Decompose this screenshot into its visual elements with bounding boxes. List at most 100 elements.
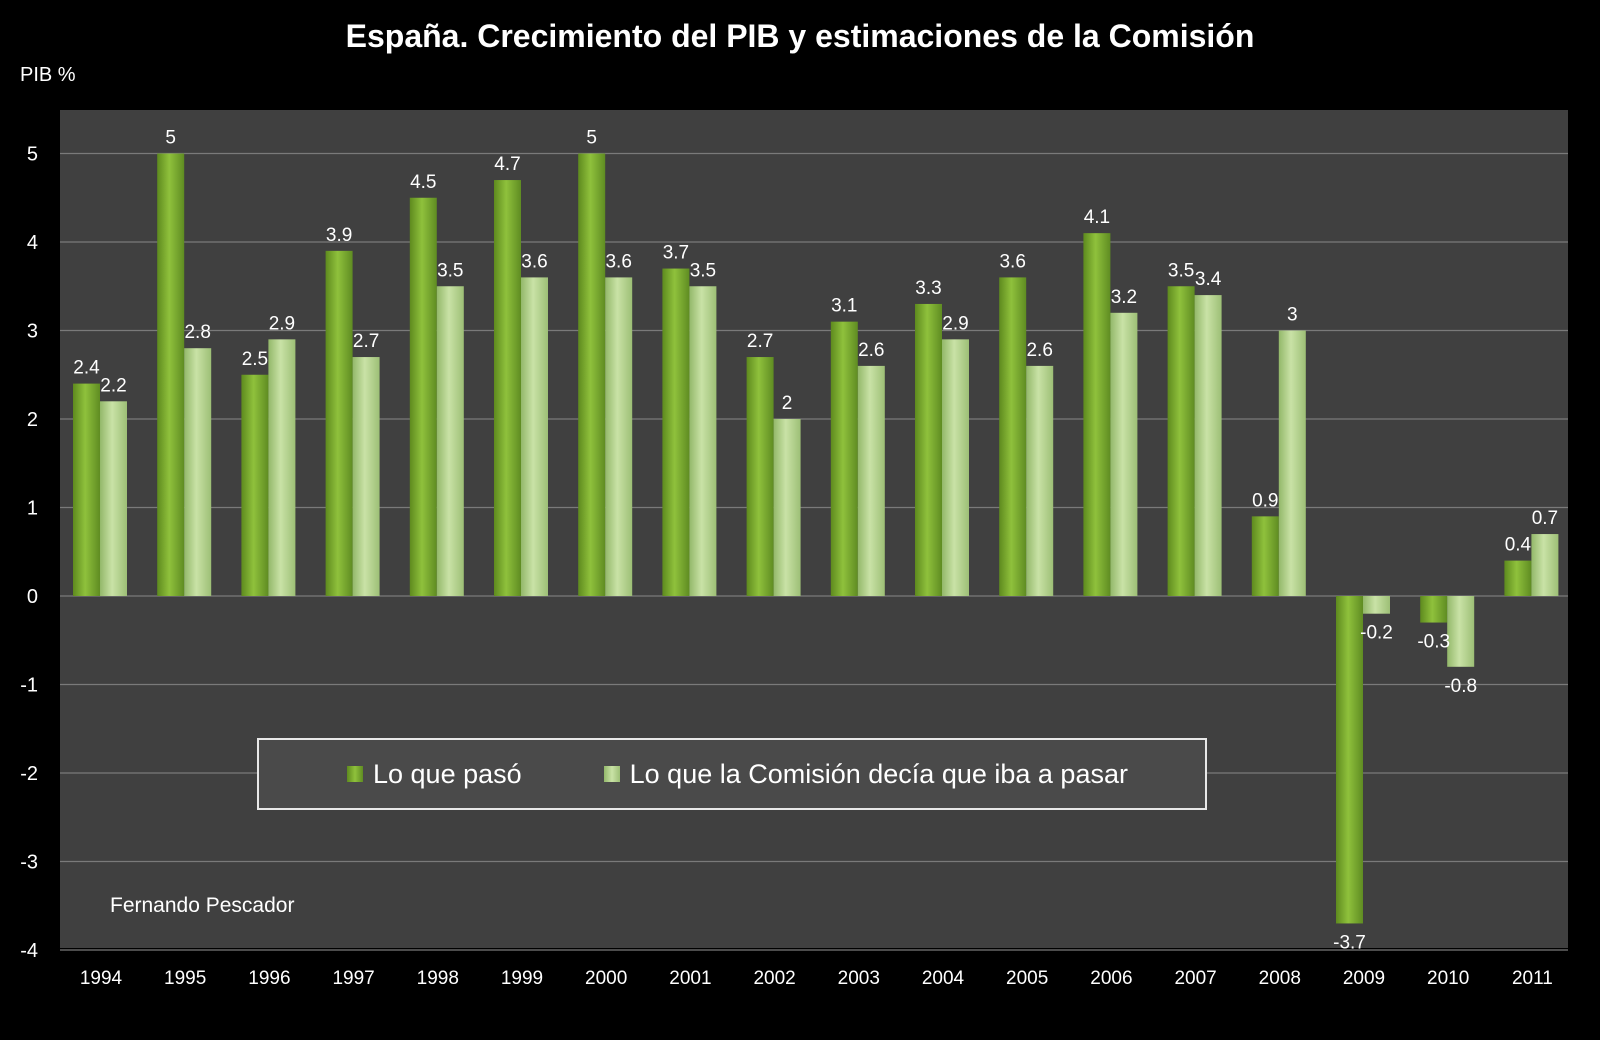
bar-estimate — [942, 339, 969, 596]
bar-estimate — [100, 401, 127, 596]
bar-actual — [409, 197, 437, 596]
bar-actual — [746, 357, 774, 596]
data-label-actual: 4.7 — [494, 154, 520, 175]
data-label-actual: 3.6 — [999, 251, 1025, 272]
data-label-actual: 3.3 — [915, 278, 941, 299]
data-label-estimate: 3.5 — [690, 260, 716, 281]
legend-swatch-estimate — [603, 766, 620, 782]
bar-actual — [830, 321, 858, 596]
x-tick-label: 2009 — [1343, 968, 1385, 989]
x-tick-label: 1996 — [248, 968, 290, 989]
bar-estimate — [268, 339, 296, 596]
data-label-actual: -0.3 — [1417, 632, 1450, 653]
bar-actual — [1167, 286, 1195, 596]
data-label-actual: 5 — [165, 128, 176, 149]
x-tick-label: 2008 — [1259, 968, 1301, 989]
data-label-actual: 2.5 — [242, 349, 268, 370]
data-label-actual: 3.1 — [831, 296, 857, 317]
y-axis-ticks: 5 4 3 2 1 0 -1 -2 -3 -4 — [20, 144, 38, 963]
data-label-estimate: 2.9 — [942, 313, 968, 334]
bar-actual — [662, 268, 690, 596]
bar-actual — [1251, 516, 1279, 596]
data-labels: 2.42.252.82.52.93.92.74.53.54.73.653.6 3.… — [73, 128, 1558, 954]
y-tick-label: -3 — [20, 852, 38, 874]
x-axis-ticks: 1994 1995 1996 1997 1998 1999 2000 2001 2002 2003… — [80, 968, 1553, 989]
bar-actual — [1083, 233, 1111, 596]
y-tick-label: 1 — [27, 498, 38, 520]
bar-estimate — [605, 277, 633, 596]
y-tick-label: 4 — [27, 232, 38, 254]
bar-actual — [1420, 596, 1448, 623]
data-label-estimate: 3.6 — [605, 251, 631, 272]
bar-actual — [1336, 596, 1363, 924]
chart-title: España. Crecimiento del PIB y estimacion… — [345, 18, 1255, 54]
x-tick-label: 2005 — [1006, 968, 1048, 989]
y-tick-label: -1 — [20, 675, 38, 697]
y-tick-label: 2 — [27, 409, 38, 431]
x-tick-label: 2003 — [838, 968, 880, 989]
x-tick-label: 1997 — [332, 968, 374, 989]
bar-estimate — [1363, 596, 1390, 614]
data-label-estimate: 2.9 — [269, 313, 295, 334]
bar-estimate — [773, 419, 801, 596]
bar-actual — [73, 383, 100, 596]
bars — [73, 153, 1559, 924]
data-label-actual: 2.4 — [73, 358, 100, 379]
legend: Lo que pasó Lo que la Comisión decía que… — [257, 738, 1207, 810]
x-tick-label: 2004 — [922, 968, 965, 989]
legend-label-estimate: Lo que la Comisión decía que iba a pasar — [629, 758, 1128, 789]
data-label-estimate: 2.7 — [353, 331, 379, 352]
bar-estimate — [352, 357, 380, 596]
bar-actual — [157, 153, 185, 596]
bar-actual — [494, 180, 521, 597]
bar-estimate — [1026, 365, 1054, 596]
author-credit: Fernando Pescador — [110, 894, 295, 917]
data-label-actual: -3.7 — [1333, 932, 1366, 953]
data-label-estimate: -0.8 — [1444, 676, 1477, 697]
data-label-actual: 3.5 — [1168, 260, 1194, 281]
data-label-actual: 4.5 — [410, 172, 436, 193]
x-tick-label: 2002 — [753, 968, 795, 989]
gridlines — [60, 152, 1568, 951]
data-label-actual: 4.1 — [1084, 207, 1110, 228]
y-tick-label: 5 — [27, 144, 38, 166]
legend-item-estimate: Lo que la Comisión decía que iba a pasar — [603, 758, 1128, 790]
bar-estimate — [1447, 596, 1475, 667]
legend-label-actual: Lo que pasó — [373, 758, 522, 789]
x-tick-label: 2010 — [1427, 968, 1469, 989]
x-tick-label: 2001 — [669, 968, 711, 989]
data-label-actual: 0.4 — [1505, 535, 1532, 556]
x-tick-label: 1994 — [80, 968, 123, 989]
y-tick-label: 3 — [27, 321, 38, 343]
data-label-estimate: 2.8 — [184, 322, 210, 343]
bar-estimate — [857, 365, 885, 596]
y-tick-label: 0 — [27, 586, 38, 608]
data-label-actual: 0.9 — [1252, 490, 1278, 511]
x-tick-label: 2007 — [1174, 968, 1216, 989]
data-label-estimate: 0.7 — [1532, 508, 1558, 529]
data-label-estimate: 3.2 — [1111, 287, 1137, 308]
bar-estimate — [184, 348, 212, 596]
x-tick-label: 1999 — [501, 968, 543, 989]
data-label-estimate: 3.4 — [1195, 269, 1222, 290]
legend-swatch-actual — [347, 766, 363, 782]
x-tick-label: 1998 — [417, 968, 459, 989]
bar-estimate — [689, 286, 717, 596]
bar-actual — [999, 277, 1027, 596]
bar-estimate — [521, 277, 548, 596]
data-label-actual: 3.9 — [326, 225, 352, 246]
data-label-estimate: 2.2 — [100, 375, 126, 396]
data-label-actual: 2.7 — [747, 331, 773, 352]
data-label-estimate: 2.6 — [858, 340, 884, 361]
y-tick-label: -4 — [20, 940, 38, 962]
x-tick-label: 2006 — [1090, 968, 1132, 989]
bar-estimate — [436, 286, 464, 596]
data-label-estimate: 2.6 — [1026, 340, 1052, 361]
data-label-actual: 3.7 — [663, 243, 689, 264]
data-label-estimate: -0.2 — [1360, 623, 1393, 644]
bar-actual — [578, 153, 606, 596]
x-tick-label: 1995 — [164, 968, 206, 989]
bar-estimate — [1110, 312, 1138, 596]
bar-estimate — [1531, 534, 1559, 596]
